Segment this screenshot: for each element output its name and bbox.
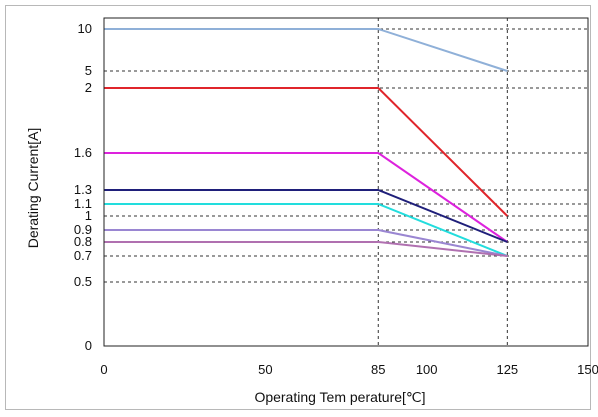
x-tick-label-1: 50 xyxy=(258,362,272,377)
y-tick-label-9: 2 xyxy=(85,80,92,95)
chart-frame xyxy=(5,5,591,410)
y-tick-label-0: 0 xyxy=(85,338,92,353)
y-tick-label-11: 10 xyxy=(78,21,92,36)
y-tick-labels: 0 0.5 0.70.80.911.11.3 1.6 2 5 10 xyxy=(74,21,92,353)
series-line-6 xyxy=(104,241,508,257)
y-tick-label-3: 0.8 xyxy=(74,234,92,249)
plot-area xyxy=(103,17,589,347)
y-tick-label-7: 1.3 xyxy=(74,182,92,197)
y-tick-label-4: 0.9 xyxy=(74,222,92,237)
y-tick-label-2: 0.7 xyxy=(74,248,92,263)
x-tick-label-3: 100 xyxy=(416,362,438,377)
x-tick-label-2: 85 xyxy=(371,362,385,377)
x-tick-label-4: 125 xyxy=(496,362,518,377)
series-line-4 xyxy=(104,203,508,257)
x-tick-label-0: 0 xyxy=(100,362,107,377)
y-tick-label-10: 5 xyxy=(85,63,92,78)
x-tick-label-5: 150 xyxy=(577,362,598,377)
series-line-1 xyxy=(104,87,509,217)
y-tick-label-8: 1.6 xyxy=(74,145,92,160)
x-axis-title: Operating Tem perature[℃] xyxy=(254,389,425,405)
series-line-2 xyxy=(104,152,508,243)
series-line-3 xyxy=(104,189,508,243)
grid xyxy=(104,18,588,346)
y-tick-label-5: 1 xyxy=(85,208,92,223)
series-layer xyxy=(104,28,509,257)
y-tick-label-6: 1.1 xyxy=(74,196,92,211)
y-tick-label-1: 0.5 xyxy=(74,274,92,289)
x-tick-labels: 0 50 85 100 125 150 xyxy=(100,362,598,377)
series-line-0 xyxy=(104,28,508,72)
series-line-5 xyxy=(104,229,508,257)
y-axis-title: Derating Current[A] xyxy=(25,128,41,249)
